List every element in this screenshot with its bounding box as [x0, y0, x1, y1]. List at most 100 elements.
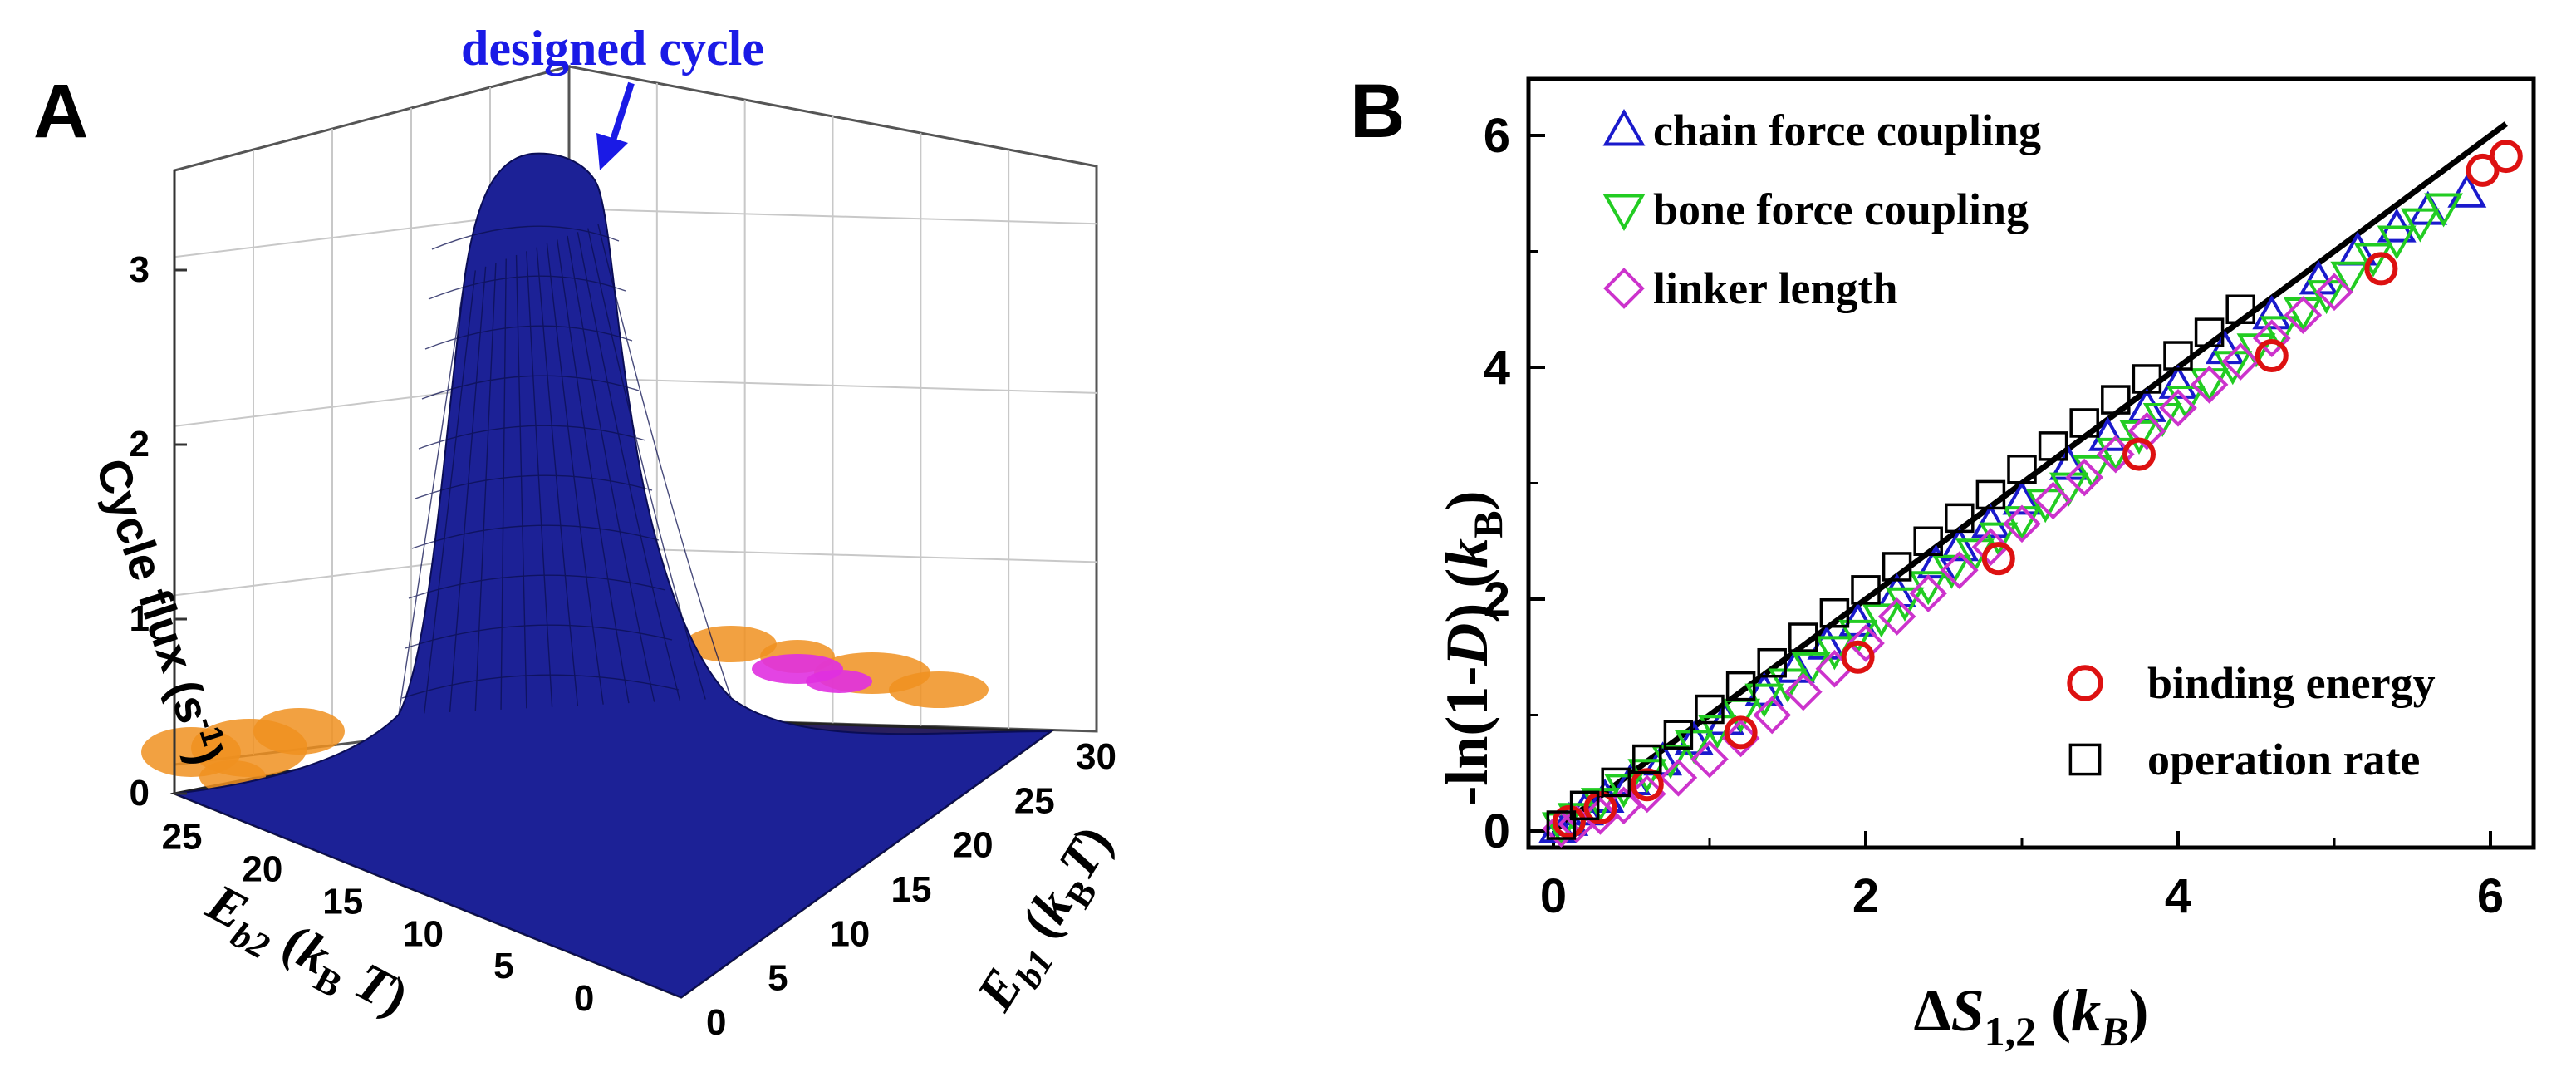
data-point: [2424, 193, 2464, 228]
y-tick-label: 0: [1484, 804, 1510, 858]
data-point: [1885, 587, 1925, 622]
data-point: [2377, 225, 2417, 260]
floor-contour-patch: [889, 671, 989, 708]
data-point: [1725, 671, 1756, 701]
data-point: [2007, 455, 2037, 484]
data-point: [1690, 740, 1729, 779]
data-point: [1663, 720, 1694, 750]
data-point: [1945, 503, 1975, 534]
data-point: [1862, 603, 1901, 638]
x-tick-label: 10: [403, 913, 444, 954]
surface-mesh: [398, 224, 732, 715]
data-point: [2330, 261, 2370, 296]
z-tick-label: 3: [130, 249, 150, 290]
data-point: [1851, 575, 1881, 605]
mesh-line: [557, 239, 630, 704]
data-point: [2400, 208, 2440, 243]
y-tick-label: 10: [829, 913, 870, 954]
data-point: [2221, 342, 2260, 381]
legend-marker: [1603, 268, 1645, 309]
data-point: [1971, 528, 2010, 567]
series-linker-length: [1542, 273, 2353, 848]
z-tick-label: 0: [130, 773, 150, 814]
data-point: [1916, 544, 1956, 579]
mesh-line: [597, 224, 732, 699]
panel-b-label: B: [1350, 69, 1405, 154]
data-point: [1721, 719, 1760, 758]
data-point: [2315, 273, 2353, 312]
mesh-line: [577, 232, 681, 701]
axis-ticks: 0 2 4 6 0 2 4 6: [1484, 109, 2504, 923]
data-point: [1979, 522, 2019, 557]
data-point: [1819, 597, 1850, 628]
data-point: [1838, 619, 1878, 654]
data-point: [2260, 316, 2299, 351]
data-point: [2003, 504, 2041, 543]
data-point: [1940, 527, 1980, 562]
data-point: [1695, 694, 1725, 725]
data-point: [1569, 790, 1600, 821]
mesh-line: [415, 474, 653, 499]
x-tick-label: 6: [2477, 869, 2504, 923]
mesh-line: [401, 674, 680, 699]
data-point: [2088, 416, 2127, 451]
z-tick-label: 2: [130, 424, 150, 465]
annotation-arrow-shaft: [607, 81, 635, 150]
mesh-line: [411, 524, 660, 549]
data-point: [1632, 744, 1662, 774]
data-point: [1630, 768, 1664, 802]
series-operation-rate: [1546, 294, 2255, 840]
panel-a-label: A: [33, 69, 88, 154]
legend-label: chain force coupling: [1653, 106, 2041, 155]
x-tick-label: 20: [242, 849, 282, 890]
x-axis-ticks: 25 20 15 10 5 0: [162, 817, 595, 1019]
y-axis-label-b: -ln(1-D) (kB): [1434, 490, 1511, 805]
legend-label: bone force coupling: [1653, 184, 2029, 234]
data-point: [2158, 364, 2198, 399]
data-point: [1583, 791, 1617, 825]
x-axis-label: Eb2 (kB T): [193, 872, 418, 1035]
data-point: [2132, 364, 2162, 394]
data-point: [2166, 386, 2206, 420]
z-tick-label: 1: [130, 598, 150, 639]
data-point: [2122, 437, 2156, 471]
data-point: [1847, 624, 1885, 662]
floor-contour-magenta: [806, 670, 872, 693]
data-point: [1542, 809, 1581, 848]
data-point: [1659, 759, 1698, 797]
x-tick-label: 15: [322, 881, 363, 922]
data-point: [2447, 173, 2487, 208]
x-tick-label: 25: [162, 817, 203, 858]
data-point: [1784, 672, 1823, 711]
data-point: [1788, 622, 1818, 652]
plot-frame: [1526, 76, 2536, 850]
x-tick-label: 5: [493, 946, 513, 986]
data-point: [2069, 408, 2099, 438]
data-point: [1909, 574, 1948, 612]
mesh-line: [431, 225, 620, 250]
z-axis-ticks: 0 1 2 3: [130, 249, 187, 814]
legend-marker: [1602, 194, 1646, 232]
data-point: [2489, 140, 2523, 174]
y-tick-label: 4: [1484, 341, 1510, 395]
mesh-line: [526, 251, 553, 707]
annotation-arrow-head: [596, 133, 628, 170]
data-point: [2284, 296, 2323, 335]
data-point: [1877, 597, 1916, 636]
data-point: [2034, 481, 2073, 520]
data-point: [1940, 551, 1979, 589]
y-tick-label: 15: [891, 869, 932, 910]
legend-label: operation rate: [2147, 735, 2420, 784]
mesh-line: [398, 273, 466, 715]
y-tick-label: 6: [1484, 109, 1510, 163]
x-tick-label: 0: [1540, 869, 1567, 923]
data-point: [1674, 730, 1714, 765]
data-point: [1841, 640, 1875, 674]
y-tick-label: 20: [953, 825, 994, 866]
y-tick-label: 0: [706, 1002, 726, 1043]
mesh-line: [474, 263, 497, 711]
designed-cycle-annotation: designed cycle: [461, 21, 764, 76]
floor-contour-patch: [685, 626, 777, 662]
x-axis-label-b: ΔS1,2 (kB): [1913, 977, 2148, 1055]
